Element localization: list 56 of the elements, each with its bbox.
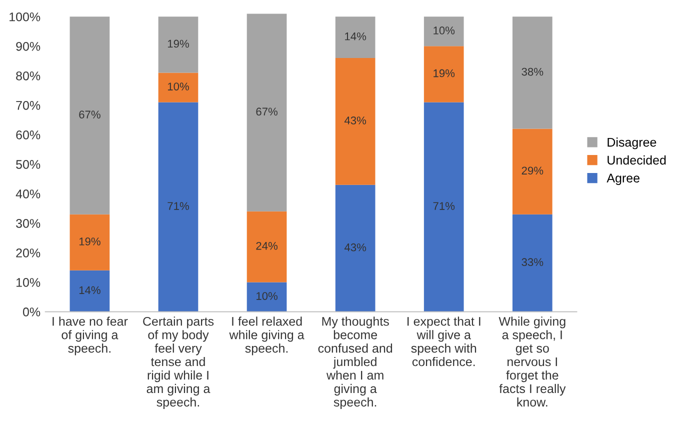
- y-tick-label: 10%: [16, 278, 40, 287]
- data-label: 71%: [168, 202, 189, 210]
- data-label: 10%: [168, 82, 189, 90]
- data-label: 43%: [344, 243, 366, 252]
- y-tick-label: 60%: [16, 130, 40, 140]
- y-tick-label: 70%: [16, 100, 40, 110]
- data-label: 10%: [256, 292, 278, 300]
- data-label: 14%: [345, 32, 366, 40]
- bar: [512, 214, 552, 312]
- data-label: 19%: [168, 40, 189, 48]
- data-label: 24%: [256, 242, 278, 250]
- bar: [335, 16, 376, 58]
- x-tick-label: I expect that I will give a speech with confidence.: [408, 316, 480, 366]
- bar: [246, 211, 287, 282]
- y-tick-label: 50%: [16, 160, 40, 169]
- y-tick-label: 30%: [16, 219, 40, 228]
- x-tick-label: I feel relaxed while giving a speech.: [229, 316, 304, 356]
- legend-label: Undecided: [608, 155, 666, 165]
- data-label: 19%: [79, 238, 100, 246]
- bar: [70, 16, 110, 214]
- y-tick-label: 90%: [16, 42, 40, 51]
- bar: [246, 282, 287, 312]
- bar: [70, 270, 110, 312]
- y-tick-label: 0%: [22, 308, 40, 316]
- bar: [424, 46, 464, 102]
- bar: [424, 16, 464, 46]
- y-tick-label: 40%: [16, 190, 40, 198]
- data-label: 10%: [434, 26, 455, 34]
- bar: [158, 16, 198, 73]
- y-tick-label: 20%: [16, 248, 40, 258]
- bar: [424, 102, 464, 312]
- bar: [158, 102, 198, 312]
- legend-label: Disagree: [608, 138, 656, 150]
- bar: [512, 128, 552, 214]
- bar: [246, 14, 287, 212]
- legend-label: Agree: [606, 174, 640, 185]
- bar: [70, 214, 110, 270]
- data-label: 43%: [344, 116, 366, 124]
- bar: [158, 72, 198, 102]
- bar: [512, 16, 552, 129]
- y-tick-label: 100%: [10, 12, 40, 22]
- data-label: 67%: [79, 110, 100, 118]
- x-tick-label: While giving a speech, I get so nervous I forget the facts I really know.: [498, 316, 566, 407]
- data-label: 38%: [522, 68, 544, 76]
- data-label: 29%: [522, 166, 544, 175]
- x-tick-label: I have no fear of giving a speech.: [52, 316, 128, 356]
- data-label: 71%: [433, 202, 455, 210]
- bar: [335, 184, 376, 312]
- x-tick-label: Certain parts of my body feel very tense and rigid while I am giving a speech.: [143, 316, 214, 410]
- bar: [335, 58, 376, 185]
- data-label: 19%: [434, 69, 455, 78]
- data-label: 14%: [79, 286, 100, 294]
- y-tick-label: 80%: [16, 71, 40, 80]
- data-label: 67%: [256, 108, 278, 116]
- x-tick-label: My thoughts become confused and jumbled when I am giving a speech.: [318, 316, 392, 410]
- data-label: 33%: [522, 258, 544, 266]
